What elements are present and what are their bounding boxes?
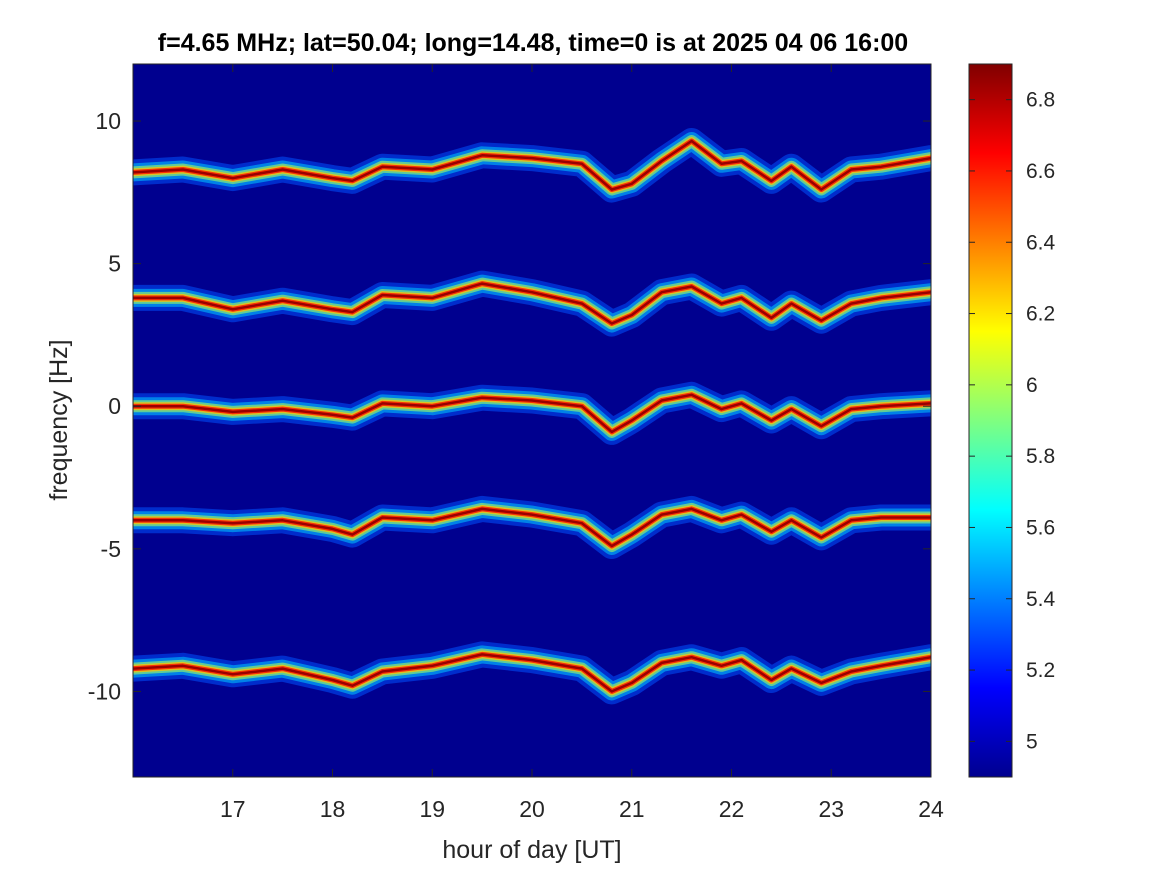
x-tick-label: 20 [519,796,545,822]
x-tick-label: 21 [619,796,645,822]
colorbar-tick-label: 6.8 [1026,89,1055,112]
spectral-trace [133,128,931,203]
colorbar-tick-label: 5.2 [1026,659,1055,682]
trace-band [133,139,931,191]
colorbar-tick-label: 6.6 [1026,160,1055,183]
x-axis-label: hour of day [UT] [442,836,621,864]
spectral-traces [133,128,931,705]
colorbar-tick-label: 6 [1026,374,1038,397]
y-axis-label: frequency [Hz] [45,339,73,500]
x-axis: 17 18 19 20 21 22 23 24 [220,64,944,822]
colorbar-tick-label: 5.6 [1026,516,1055,539]
colorbar [968,63,1013,778]
colorbar-tick-label: 5.4 [1026,588,1056,611]
y-tick-label: 0 [108,393,121,419]
trace-band [133,282,931,325]
y-tick-label: 5 [108,251,121,277]
x-tick-label: 23 [818,796,844,822]
y-tick-label: -5 [101,536,121,562]
trace-band [133,653,931,693]
x-tick-label: 19 [419,796,445,822]
y-tick-label: -10 [88,678,121,704]
x-tick-label: 22 [719,796,745,822]
x-tick-label: 24 [918,796,944,822]
x-tick-label: 18 [320,796,346,822]
chart-title: f=4.65 MHz; lat=50.04; long=14.48, time=… [158,29,908,57]
spectral-trace [133,270,931,337]
trace-band [133,507,931,548]
trace-band [133,393,931,434]
spectral-trace [133,495,931,559]
colorbar-tick-label: 5 [1026,730,1038,753]
colorbar-tick-label: 6.4 [1026,231,1056,254]
x-tick-label: 17 [220,796,246,822]
spectral-trace [133,381,931,445]
y-tick-label: 10 [95,108,121,134]
colorbar-tick-label: 5.8 [1026,445,1055,468]
colorbar-tick-label: 6.2 [1026,303,1055,326]
colorbar-ticks: 6.8 6.6 6.4 6.2 6 5.8 5.6 5.4 5.2 5 [969,89,1056,753]
spectral-trace [133,641,931,705]
y-axis: 10 5 0 -5 -10 [88,108,931,704]
